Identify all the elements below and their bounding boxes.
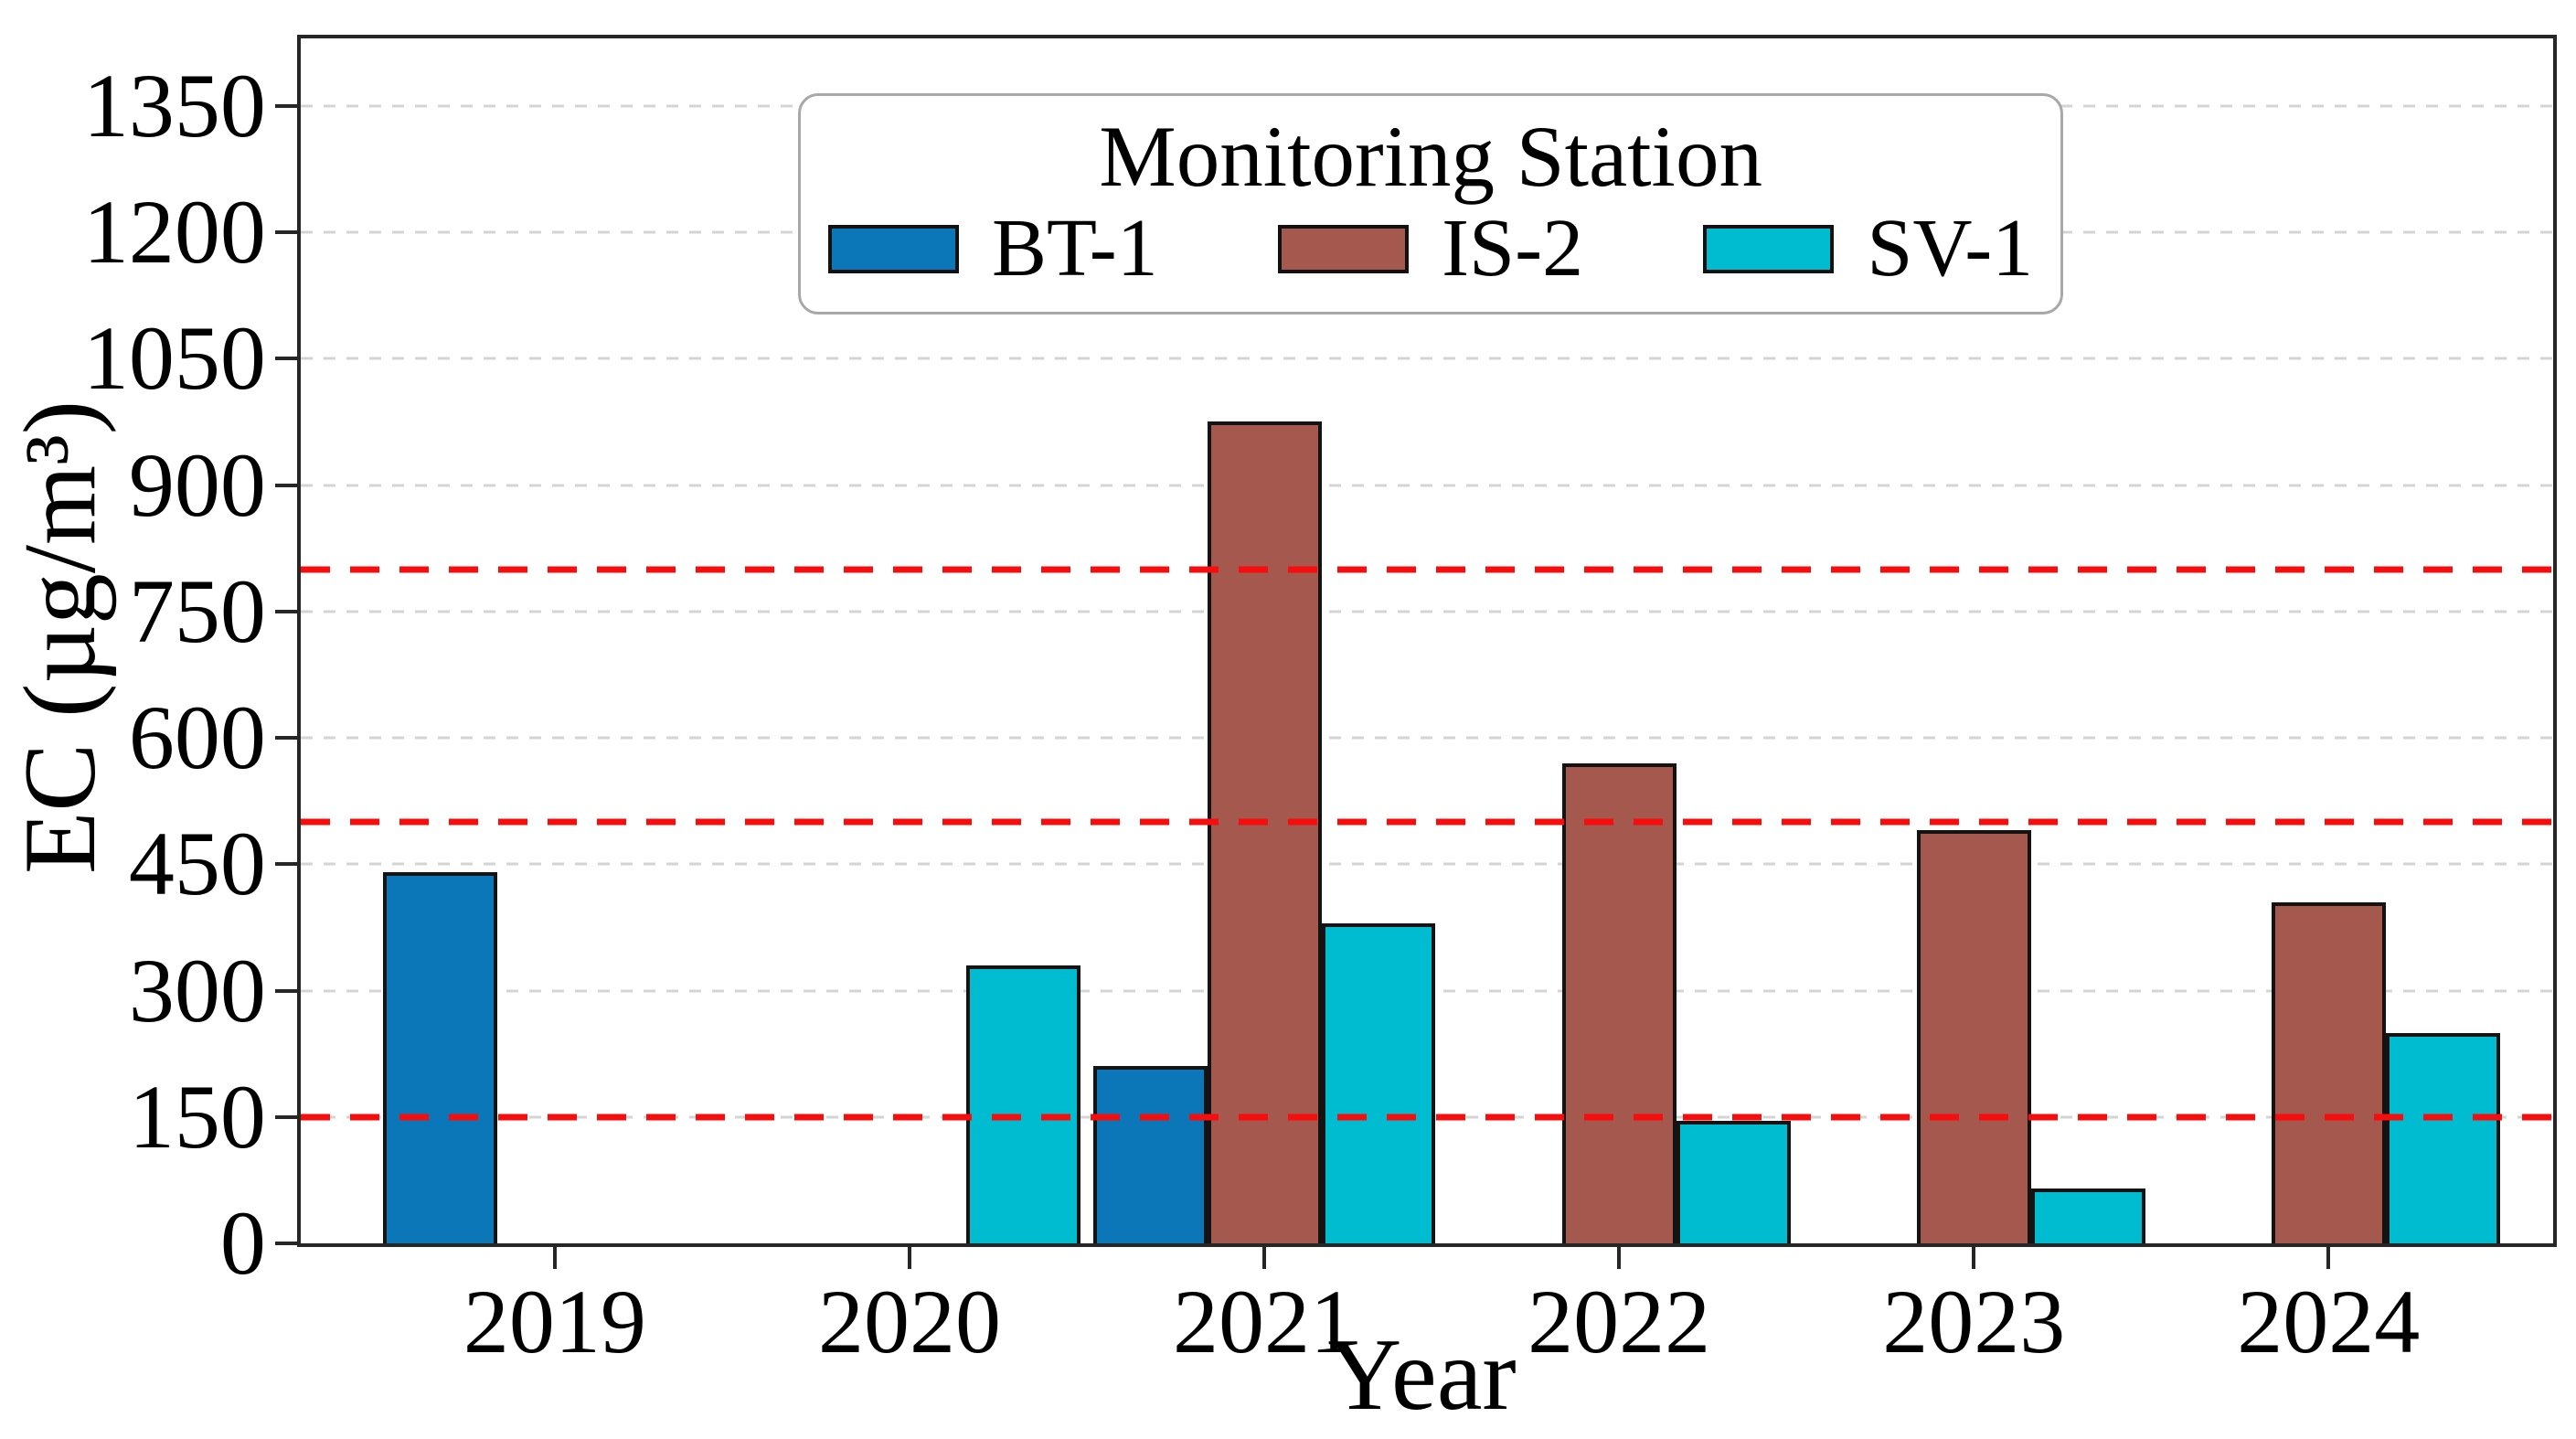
legend: Monitoring Station BT-1 IS-2 SV-1	[798, 92, 2064, 314]
bar-SV-1-2020	[966, 965, 1081, 1243]
bar-SV-1-2022	[1676, 1121, 1791, 1243]
legend-entry-sv-1: SV-1	[1703, 208, 2033, 290]
bar-IS-2-2022	[1561, 762, 1677, 1243]
bar-IS-2-2023	[1916, 830, 2031, 1243]
y-tick-mark-750	[274, 609, 297, 613]
y-tick-mark-600	[274, 736, 297, 741]
y-tick-mark-300	[274, 988, 297, 993]
gridline-600	[300, 736, 2554, 740]
reference-line-500	[300, 818, 2554, 826]
legend-title: Monitoring Station	[1099, 107, 1762, 205]
legend-label-sv-1: SV-1	[1867, 203, 2034, 294]
y-tick-mark-1200	[274, 230, 297, 235]
x-tick-label-2024: 2024	[2237, 1270, 2421, 1372]
gridline-1050	[300, 357, 2554, 360]
legend-entry-is-2: IS-2	[1278, 208, 1583, 290]
gridline-450	[300, 862, 2554, 866]
y-axis-label: EC (µg/m³)	[4, 400, 117, 875]
x-tick-label-2023: 2023	[1882, 1270, 2066, 1372]
reference-line-800	[300, 566, 2554, 573]
y-tick-mark-0	[274, 1241, 297, 1245]
y-tick-label-1050: 1050	[82, 307, 266, 410]
legend-swatch-sv-1	[1703, 224, 1835, 273]
legend-label-bt-1: BT-1	[992, 203, 1158, 294]
x-tick-mark-2019	[552, 1246, 557, 1269]
bar-BT-1-2019	[383, 872, 498, 1243]
bar-SV-1-2023	[2030, 1189, 2145, 1243]
y-tick-label-1350: 1350	[82, 54, 266, 156]
gridline-900	[300, 484, 2554, 487]
y-tick-label-450: 450	[128, 813, 266, 915]
gridline-750	[300, 610, 2554, 613]
x-axis-label: Year	[1327, 1318, 1517, 1432]
x-tick-label-2022: 2022	[1528, 1270, 1711, 1372]
x-tick-mark-2023	[1972, 1246, 1976, 1269]
y-tick-label-150: 150	[128, 1065, 266, 1167]
bar-SV-1-2024	[2385, 1032, 2500, 1243]
x-tick-mark-2024	[2326, 1246, 2331, 1269]
bar-IS-2-2021	[1207, 421, 1322, 1243]
legend-entry-bt-1: BT-1	[828, 208, 1158, 290]
legend-swatch-bt-1	[828, 224, 960, 273]
x-tick-mark-2021	[1262, 1246, 1267, 1269]
y-tick-mark-1350	[274, 103, 297, 108]
x-tick-mark-2022	[1617, 1246, 1622, 1269]
y-tick-mark-150	[274, 1114, 297, 1119]
legend-items: BT-1 IS-2 SV-1	[828, 204, 2033, 293]
bar-SV-1-2021	[1321, 922, 1436, 1243]
y-tick-label-600: 600	[128, 687, 266, 789]
y-tick-label-300: 300	[128, 939, 266, 1041]
legend-label-is-2: IS-2	[1442, 203, 1584, 294]
x-tick-label-2020: 2020	[817, 1270, 1001, 1372]
x-tick-mark-2020	[907, 1246, 911, 1269]
x-tick-label-2021: 2021	[1173, 1270, 1357, 1372]
legend-swatch-is-2	[1278, 224, 1410, 273]
y-tick-mark-1050	[274, 357, 297, 361]
y-tick-mark-450	[274, 862, 297, 867]
reference-line-150	[300, 1114, 2554, 1121]
bar-IS-2-2024	[2271, 901, 2386, 1243]
y-tick-label-0: 0	[219, 1191, 266, 1294]
y-tick-mark-900	[274, 483, 297, 487]
bar-BT-1-2021	[1092, 1066, 1208, 1243]
y-tick-label-1200: 1200	[82, 181, 266, 283]
x-tick-label-2019: 2019	[463, 1270, 646, 1372]
y-tick-label-750: 750	[128, 560, 266, 662]
y-tick-label-900: 900	[128, 433, 266, 536]
